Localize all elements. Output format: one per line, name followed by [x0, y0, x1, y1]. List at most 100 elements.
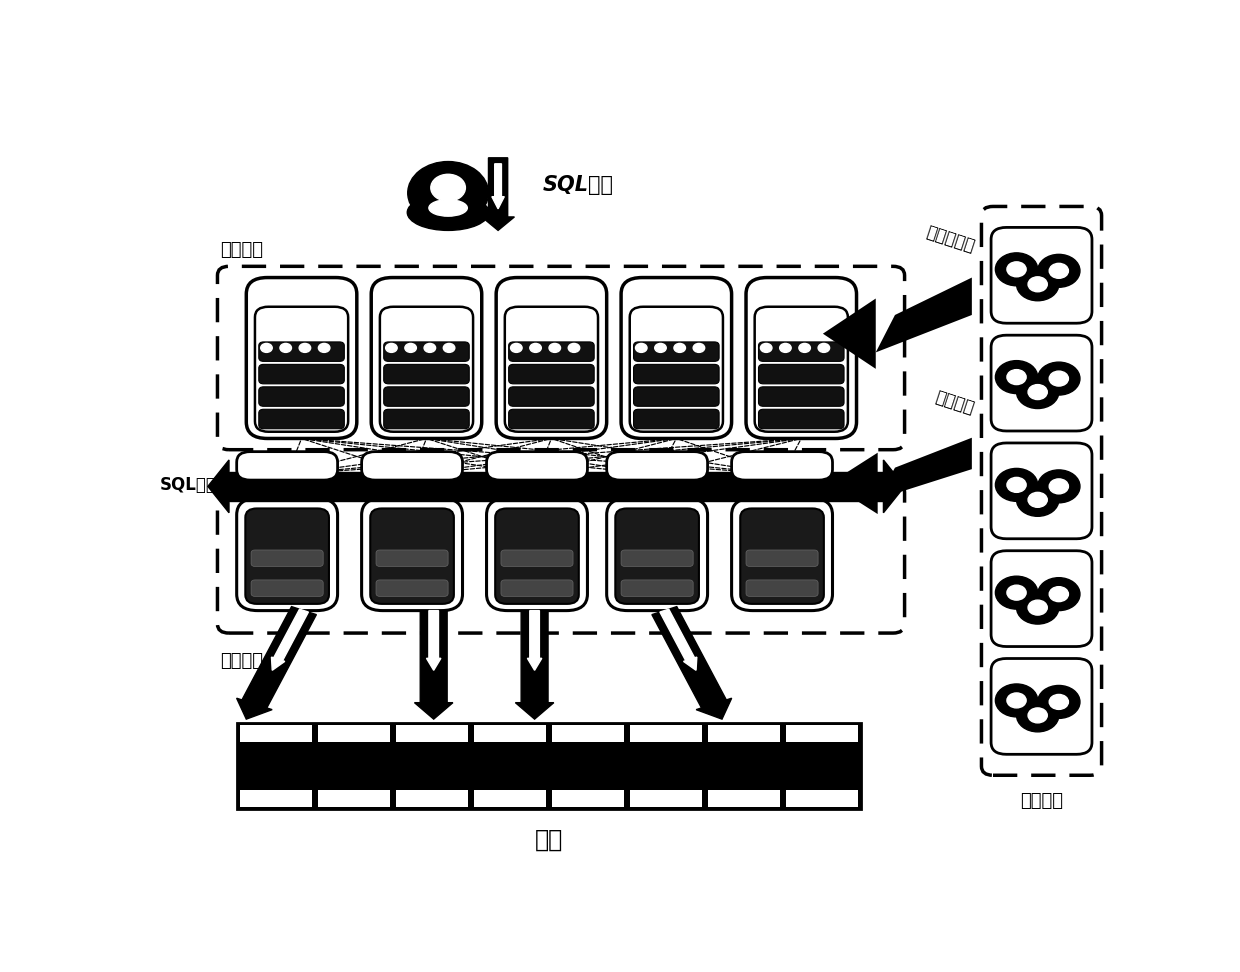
Circle shape: [1028, 277, 1048, 292]
FancyBboxPatch shape: [508, 342, 594, 362]
Circle shape: [1049, 263, 1069, 278]
Circle shape: [319, 343, 330, 353]
Circle shape: [780, 343, 791, 353]
FancyBboxPatch shape: [250, 550, 324, 567]
FancyBboxPatch shape: [606, 499, 708, 610]
FancyBboxPatch shape: [740, 508, 823, 604]
Circle shape: [1049, 371, 1069, 386]
Bar: [237, 723, 862, 809]
FancyArrow shape: [481, 157, 515, 230]
Polygon shape: [208, 460, 229, 513]
Bar: [630, 790, 702, 807]
Circle shape: [1017, 699, 1059, 732]
Polygon shape: [878, 437, 972, 499]
FancyBboxPatch shape: [755, 307, 848, 432]
Bar: [552, 790, 624, 807]
Circle shape: [1017, 375, 1059, 408]
Text: 调度集群: 调度集群: [221, 241, 263, 259]
Bar: [229, 471, 883, 501]
Text: 数据: 数据: [534, 828, 563, 851]
Circle shape: [799, 343, 811, 353]
FancyBboxPatch shape: [379, 307, 474, 432]
Circle shape: [1028, 385, 1048, 399]
Circle shape: [996, 684, 1038, 717]
FancyBboxPatch shape: [486, 452, 588, 480]
Bar: [630, 725, 702, 742]
FancyBboxPatch shape: [634, 387, 719, 406]
FancyBboxPatch shape: [508, 409, 594, 429]
Ellipse shape: [407, 194, 489, 230]
FancyBboxPatch shape: [732, 452, 832, 480]
FancyArrow shape: [527, 610, 542, 671]
Bar: [239, 790, 312, 807]
Polygon shape: [883, 460, 905, 513]
Circle shape: [996, 469, 1038, 502]
Circle shape: [1017, 591, 1059, 624]
FancyBboxPatch shape: [501, 550, 573, 567]
Circle shape: [408, 161, 489, 225]
Circle shape: [1028, 493, 1048, 507]
Circle shape: [1049, 694, 1069, 710]
Circle shape: [260, 343, 273, 353]
FancyBboxPatch shape: [991, 227, 1092, 324]
Circle shape: [1038, 685, 1080, 718]
FancyBboxPatch shape: [634, 364, 719, 384]
Text: 管理集群: 管理集群: [1021, 792, 1063, 810]
FancyBboxPatch shape: [383, 364, 469, 384]
FancyBboxPatch shape: [247, 278, 357, 438]
FancyBboxPatch shape: [362, 452, 463, 480]
Text: SQL接入: SQL接入: [542, 176, 614, 195]
FancyBboxPatch shape: [371, 278, 481, 438]
Circle shape: [1028, 708, 1048, 723]
FancyBboxPatch shape: [991, 551, 1092, 646]
Circle shape: [1017, 483, 1059, 516]
FancyBboxPatch shape: [606, 452, 708, 480]
Circle shape: [1049, 479, 1069, 494]
Text: SQL调度: SQL调度: [160, 476, 217, 494]
FancyArrow shape: [660, 609, 697, 671]
FancyBboxPatch shape: [732, 499, 832, 610]
Circle shape: [1007, 585, 1027, 600]
FancyBboxPatch shape: [746, 278, 857, 438]
Circle shape: [996, 361, 1038, 394]
Circle shape: [1007, 261, 1027, 277]
FancyArrow shape: [272, 609, 309, 671]
Bar: [708, 725, 780, 742]
Circle shape: [1038, 577, 1080, 610]
Circle shape: [444, 343, 455, 353]
FancyBboxPatch shape: [237, 499, 337, 610]
Circle shape: [1038, 255, 1080, 288]
FancyBboxPatch shape: [486, 499, 588, 610]
Circle shape: [693, 343, 704, 353]
Circle shape: [280, 343, 291, 353]
FancyBboxPatch shape: [501, 580, 573, 597]
Circle shape: [818, 343, 830, 353]
Bar: [317, 725, 389, 742]
Circle shape: [511, 343, 522, 353]
FancyBboxPatch shape: [991, 335, 1092, 431]
Circle shape: [1038, 469, 1080, 503]
FancyBboxPatch shape: [508, 364, 594, 384]
Ellipse shape: [429, 199, 467, 216]
FancyBboxPatch shape: [362, 499, 463, 610]
FancyBboxPatch shape: [759, 342, 844, 362]
FancyBboxPatch shape: [255, 307, 348, 432]
FancyBboxPatch shape: [746, 580, 818, 597]
FancyBboxPatch shape: [376, 580, 448, 597]
Bar: [317, 790, 389, 807]
FancyBboxPatch shape: [746, 550, 818, 567]
Bar: [474, 725, 546, 742]
Bar: [239, 725, 312, 742]
Circle shape: [636, 343, 647, 353]
FancyBboxPatch shape: [621, 550, 693, 567]
FancyBboxPatch shape: [621, 580, 693, 597]
FancyBboxPatch shape: [759, 364, 844, 384]
Circle shape: [1017, 268, 1059, 300]
Text: 监控管理: 监控管理: [932, 388, 977, 418]
FancyBboxPatch shape: [634, 409, 719, 429]
Polygon shape: [823, 298, 875, 368]
Polygon shape: [830, 453, 878, 514]
FancyBboxPatch shape: [259, 342, 345, 362]
Circle shape: [1028, 600, 1048, 615]
Circle shape: [404, 343, 417, 353]
